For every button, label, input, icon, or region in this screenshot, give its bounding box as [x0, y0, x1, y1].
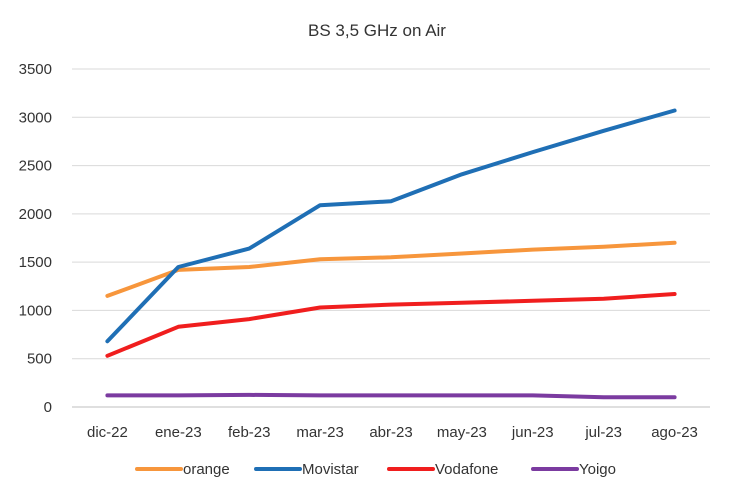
legend-label: Vodafone [435, 461, 498, 478]
gridlines [72, 68, 710, 408]
legend-label: Yoigo [579, 461, 616, 478]
series-line-yoigo [105, 392, 677, 400]
series-line-vodafone [105, 292, 677, 358]
legend-item-orange: orange [135, 461, 230, 478]
x-tick-label: ene-23 [155, 424, 202, 441]
x-tick-label: jul-23 [584, 424, 622, 441]
y-tick-label: 500 [27, 351, 52, 368]
series-line-orange [105, 240, 677, 298]
legend-item-vodafone: Vodafone [387, 461, 498, 478]
x-axis-ticks: dic-22 ene-23 feb-23 mar-23 abr-23 may-23 jun-… [87, 424, 698, 441]
series-line-movistar [105, 108, 677, 344]
series-lines [105, 108, 677, 400]
y-tick-label: 1000 [19, 302, 52, 319]
y-tick-label: 3500 [19, 61, 52, 78]
y-tick-label: 1500 [19, 254, 52, 271]
legend: orange Movistar Vodafone Yoigo [135, 461, 616, 478]
y-tick-label: 2000 [19, 206, 52, 223]
x-tick-label: jun-23 [511, 424, 554, 441]
legend-label: Movistar [302, 461, 359, 478]
legend-item-yoigo: Yoigo [531, 461, 616, 478]
x-tick-label: ago-23 [651, 424, 698, 441]
y-tick-label: 3000 [19, 109, 52, 126]
y-tick-label: 0 [44, 399, 52, 416]
y-axis-ticks: 0 500 1000 1500 2000 2500 3000 3500 [19, 61, 52, 416]
x-tick-label: abr-23 [369, 424, 412, 441]
x-tick-label: may-23 [437, 424, 487, 441]
legend-item-movistar: Movistar [254, 461, 359, 478]
x-tick-label: dic-22 [87, 424, 128, 441]
chart-title: BS 3,5 GHz on Air [308, 21, 446, 40]
legend-label: orange [183, 461, 230, 478]
x-tick-label: mar-23 [296, 424, 344, 441]
y-tick-label: 2500 [19, 158, 52, 175]
x-tick-label: feb-23 [228, 424, 271, 441]
